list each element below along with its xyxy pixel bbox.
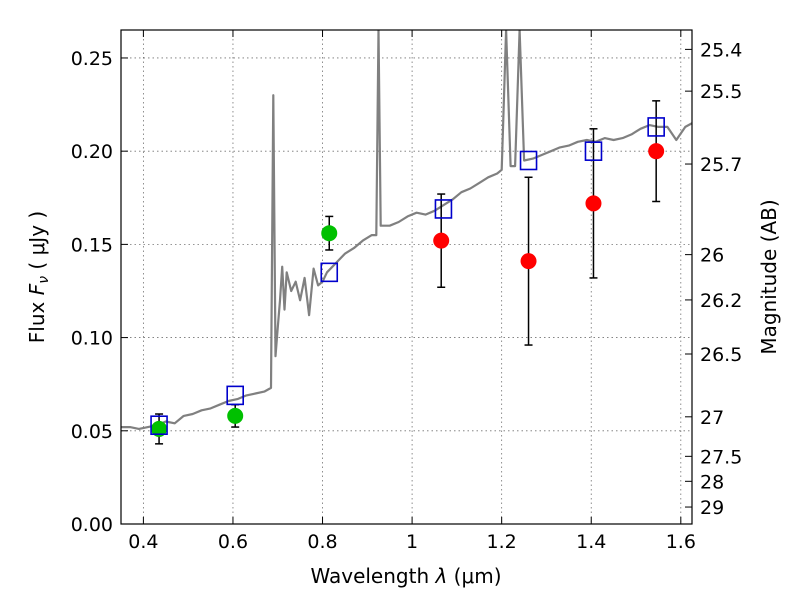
model-square-marker xyxy=(519,150,538,171)
model-square-marker xyxy=(320,262,339,283)
model-square-marker xyxy=(150,415,168,436)
photometry-point xyxy=(321,225,338,242)
y2-tick-label: 26.5 xyxy=(700,344,742,366)
y-tick-label: 0.15 xyxy=(71,234,113,256)
spectrum-line xyxy=(121,30,692,430)
model-square-marker xyxy=(647,117,665,137)
y2-axis-title: Magnitude (AB) xyxy=(757,199,781,354)
spectrum-layer xyxy=(121,30,692,430)
grid-lines xyxy=(121,30,692,525)
x-tick-label: 0.4 xyxy=(128,531,158,553)
y2-tick-label: 25.5 xyxy=(700,81,742,103)
x-tick-label: 1.4 xyxy=(576,531,606,553)
y-tick-label: 0.20 xyxy=(71,141,113,163)
y2-tick-label: 29 xyxy=(700,497,724,519)
x-tick-label: 0.6 xyxy=(218,531,248,553)
y-tick-label: 0.10 xyxy=(71,328,113,350)
y-tick-label: 0.05 xyxy=(71,421,113,443)
model-square-marker xyxy=(226,385,244,406)
x-tick-label: 1 xyxy=(406,531,418,553)
y2-tick-label: 26.2 xyxy=(700,290,742,312)
x-tick-label: 0.8 xyxy=(307,531,337,553)
x-axis-title: Wavelength λ (μm) xyxy=(310,564,501,588)
x-tick-label: 1.2 xyxy=(487,531,517,553)
plot-frame xyxy=(120,29,693,525)
y2-tick-label: 27 xyxy=(700,407,724,429)
axis-ticks: 0.4 0.6 0.8 1 1.2 1.4 1.6 0.00 0.05 0.10 0.15 0.20 0… xyxy=(71,30,742,553)
errorbar-layer xyxy=(155,100,661,445)
model-square-marker xyxy=(434,199,453,219)
y-tick-label: 0.00 xyxy=(71,514,113,536)
marker-layer xyxy=(150,117,665,437)
y2-tick-label: 25.4 xyxy=(700,39,742,61)
y2-tick-label: 26 xyxy=(700,245,724,267)
y2-tick-label: 28 xyxy=(700,471,724,493)
y2-tick-label: 25.7 xyxy=(700,154,742,176)
photometry-point xyxy=(648,143,665,160)
photometry-point xyxy=(585,195,602,212)
photometry-point xyxy=(433,232,450,249)
photometry-point xyxy=(520,253,537,270)
x-tick-label: 1.6 xyxy=(666,531,696,553)
photometry-point xyxy=(227,407,244,424)
y2-tick-label: 27.5 xyxy=(700,446,742,468)
y-axis-title: Flux Fν ( μJy ) xyxy=(25,211,52,343)
model-square-marker xyxy=(584,141,603,161)
y-tick-label: 0.25 xyxy=(71,48,113,70)
